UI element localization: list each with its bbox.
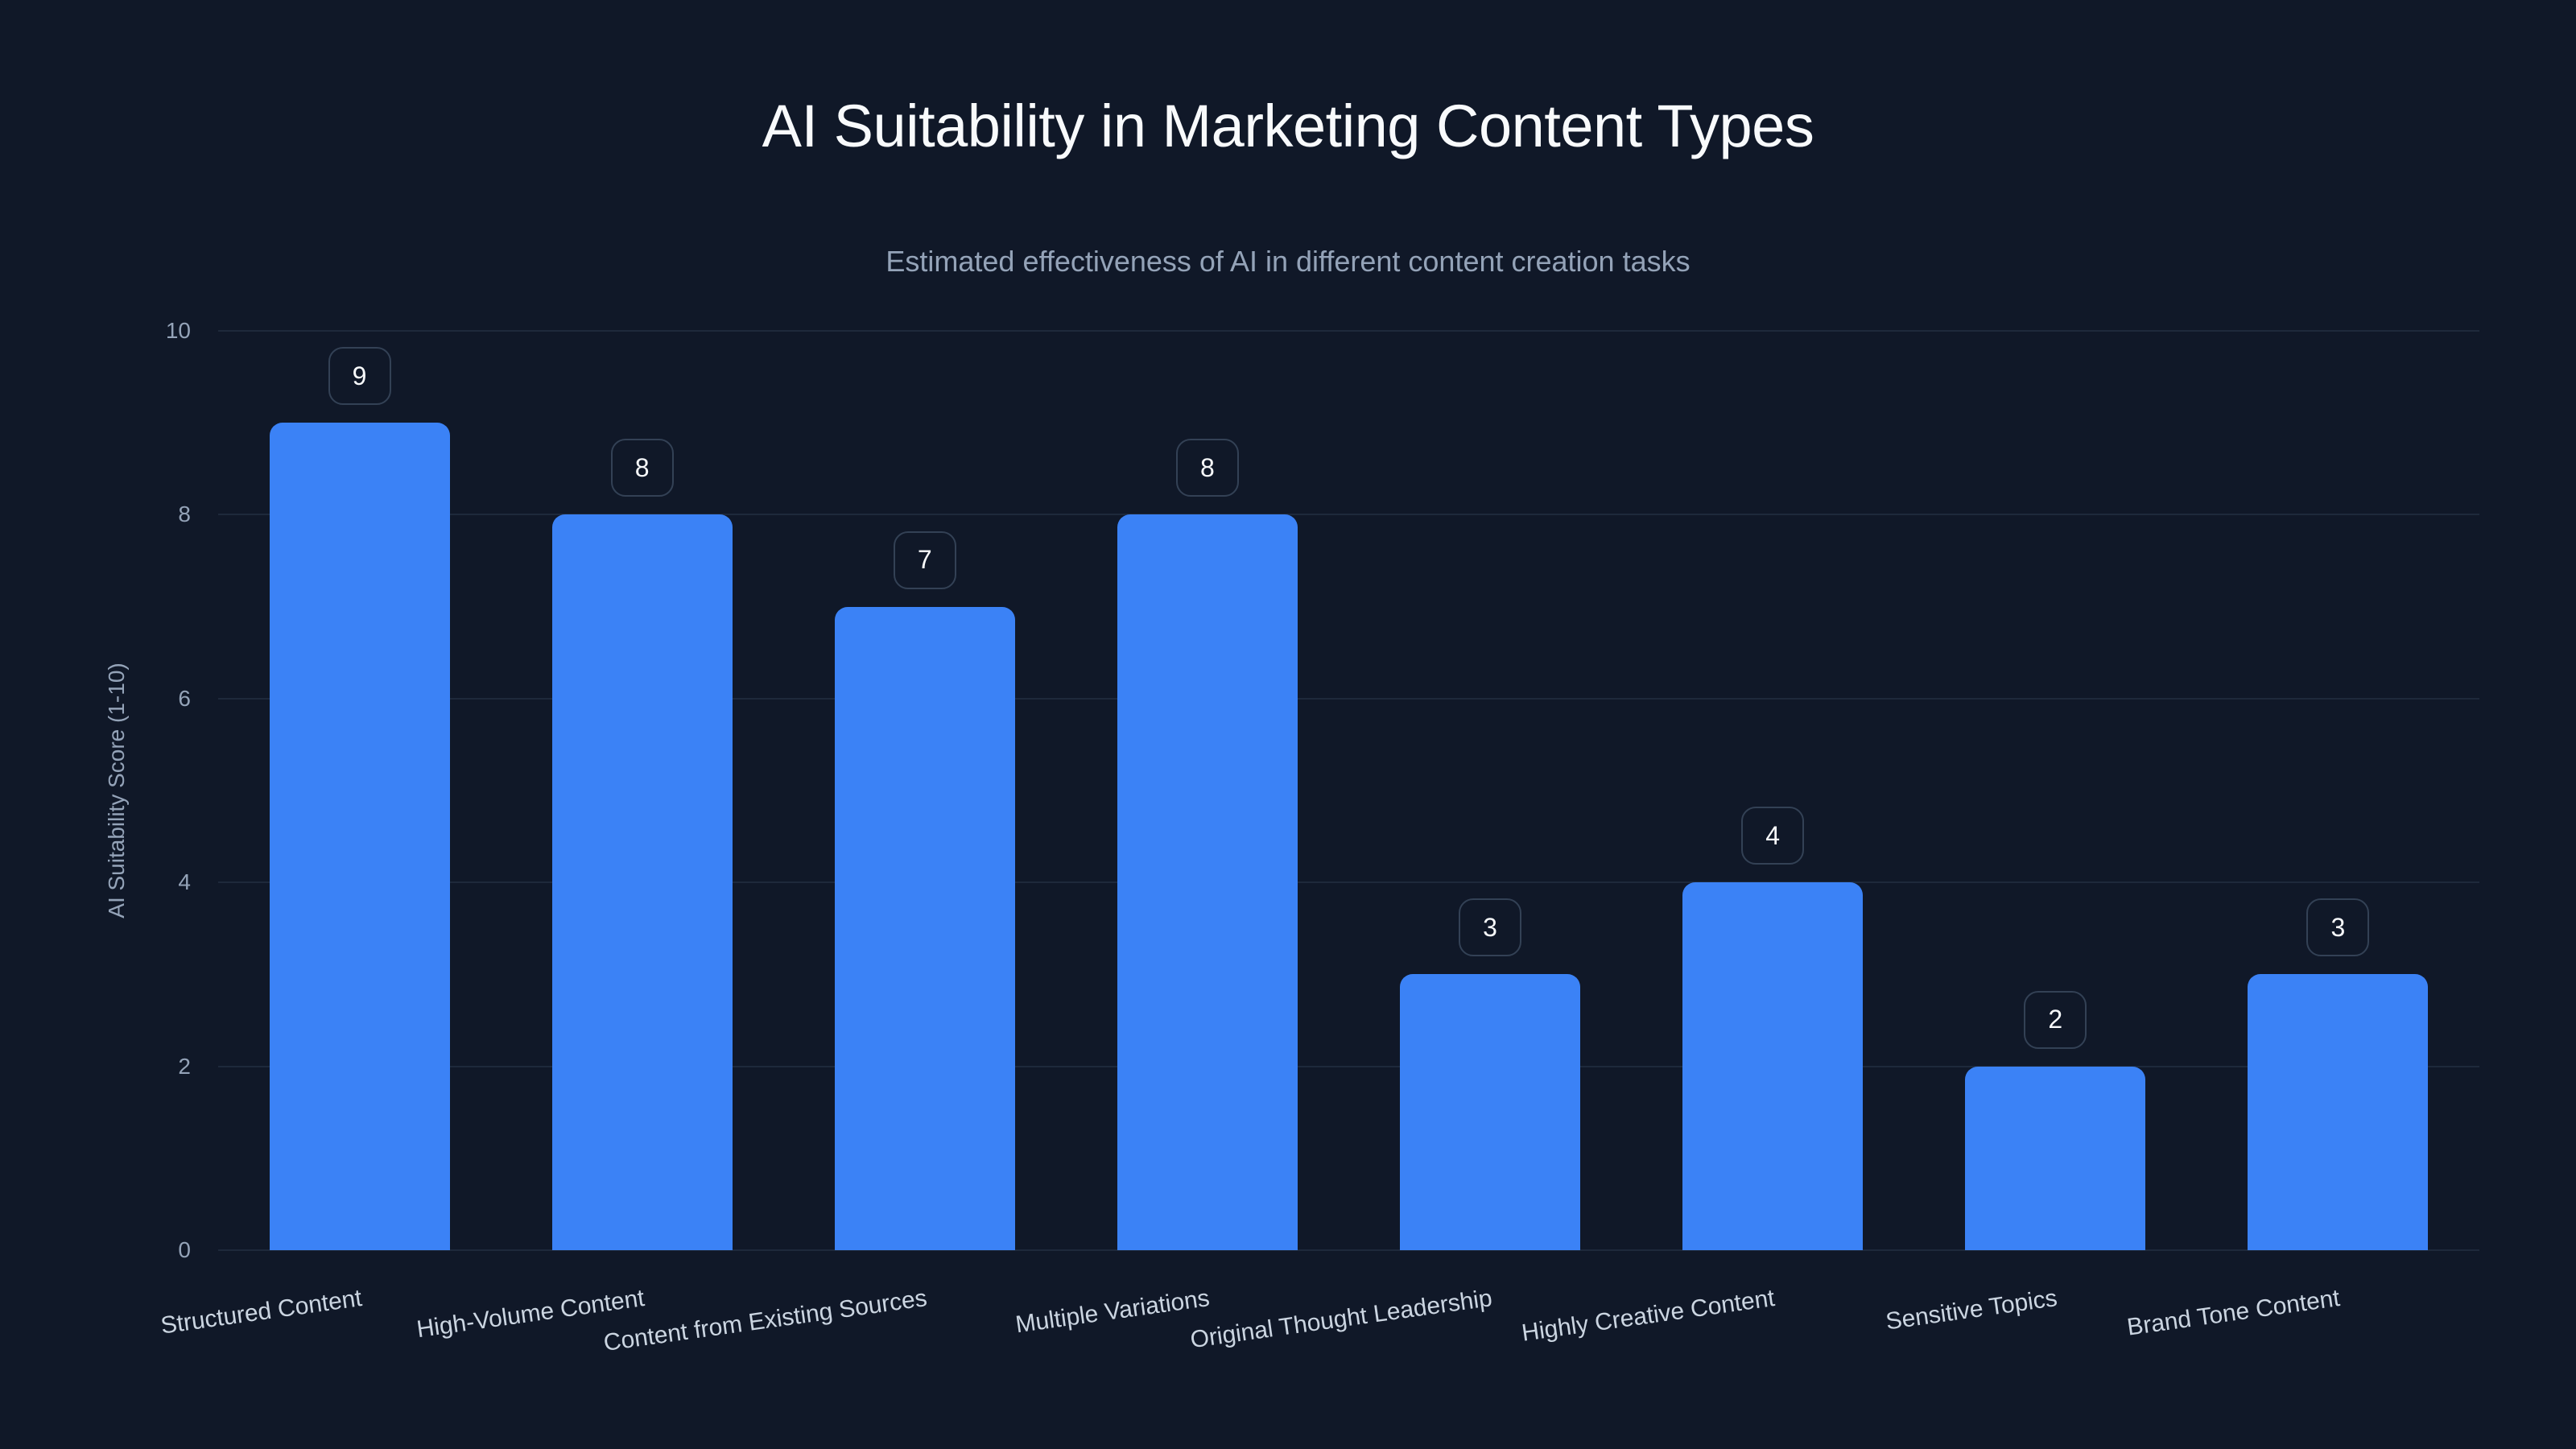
y-tick-label: 0: [178, 1237, 191, 1262]
value-label: 8: [610, 439, 674, 497]
value-label: 7: [893, 530, 956, 589]
gridline: [218, 1065, 2479, 1067]
x-tick-label: Content from Existing Sources: [601, 1285, 929, 1357]
plot-area: 0 2 4 6 8 10 9 8 7 8 3 4 2 3: [166, 318, 2479, 1262]
y-tick-label: 8: [178, 502, 191, 527]
value-label: 2: [2024, 990, 2087, 1049]
y-tick-label: 10: [165, 318, 191, 343]
value-label: 3: [2306, 898, 2370, 957]
y-tick-label: 6: [178, 685, 191, 711]
bar[interactable]: [1400, 974, 1581, 1250]
chart-subtitle: Estimated effectiveness of AI in differe…: [886, 245, 1690, 278]
chart-title: AI Suitability in Marketing Content Type…: [762, 93, 1814, 159]
gridline: [218, 881, 2479, 884]
x-tick-label: Original Thought Leadership: [1188, 1285, 1494, 1354]
value-label: 3: [1459, 898, 1522, 957]
bar[interactable]: [1682, 882, 1864, 1250]
gridline: [218, 514, 2479, 516]
x-tick-label: Multiple Variations: [1013, 1285, 1212, 1339]
bar[interactable]: [1965, 1066, 2146, 1250]
bar[interactable]: [551, 514, 733, 1250]
bar[interactable]: [2248, 974, 2429, 1250]
value-label: 4: [1741, 807, 1805, 865]
value-label: 8: [1175, 439, 1239, 497]
x-tick-label: Highly Creative Content: [1520, 1285, 1777, 1347]
bar[interactable]: [269, 423, 450, 1250]
y-tick-label: 4: [178, 869, 191, 895]
x-tick-label: Sensitive Topics: [1884, 1285, 2059, 1335]
y-tick-label: 2: [178, 1053, 191, 1079]
gridline: [218, 697, 2479, 700]
gridline: [218, 330, 2479, 332]
value-label: 9: [328, 347, 391, 406]
bar[interactable]: [834, 606, 1015, 1250]
bar[interactable]: [1117, 514, 1298, 1250]
gridline: [218, 1249, 2479, 1251]
x-tick-label: Structured Content: [159, 1285, 364, 1340]
x-tick-label: Brand Tone Content: [2125, 1285, 2343, 1341]
